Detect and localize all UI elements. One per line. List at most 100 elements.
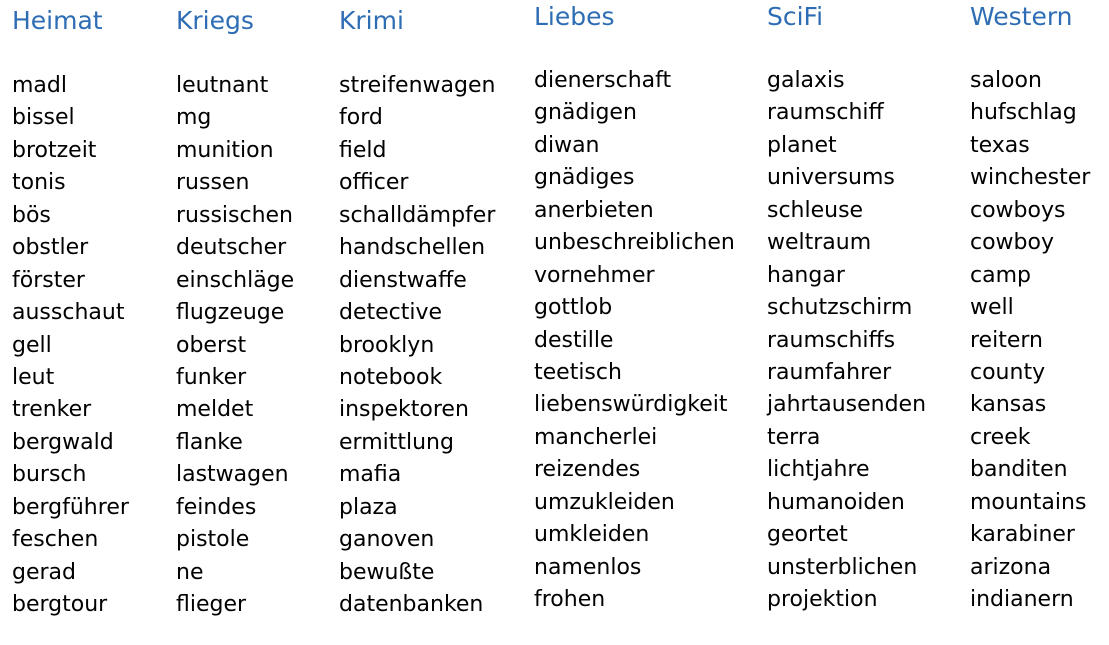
word-item: pistole: [176, 527, 250, 553]
word-item: meldet: [176, 397, 254, 423]
word-item: bewußte: [339, 559, 435, 585]
word-item: schalldämpfer: [339, 202, 496, 228]
word-item: universums: [767, 165, 895, 191]
word-item: frohen: [534, 587, 606, 612]
word-item: leut: [12, 364, 55, 390]
word-item: brooklyn: [339, 332, 435, 358]
word-item: bös: [12, 202, 51, 228]
word-item: gerad: [12, 559, 76, 585]
word-item: planet: [767, 132, 837, 158]
word-item: karabiner: [970, 522, 1075, 548]
word-item: kansas: [970, 392, 1047, 418]
word-item: madl: [12, 73, 67, 98]
word-item: umzukleiden: [534, 489, 675, 515]
word-item: bissel: [12, 105, 75, 131]
word-item: leutnant: [176, 73, 269, 98]
word-item: umkleiden: [534, 522, 650, 548]
word-item: raumfahrer: [767, 359, 892, 385]
word-item: ford: [339, 105, 383, 131]
word-item: mancherlei: [534, 424, 658, 450]
word-item: terra: [767, 424, 821, 450]
word-item: bergtour: [12, 592, 108, 617]
word-item: cowboys: [970, 197, 1066, 223]
word-item: förster: [12, 267, 85, 293]
word-item: anerbieten: [534, 197, 654, 223]
word-item: ne: [176, 559, 204, 585]
column-header: Western: [970, 2, 1073, 31]
word-list: galaxis raumschiff planet universums schleus…: [767, 65, 926, 616]
word-item: hufschlag: [970, 100, 1077, 126]
word-item: texas: [970, 132, 1030, 158]
word-item: ermittlung: [339, 429, 454, 455]
word-item: cowboy: [970, 230, 1054, 256]
word-item: jahrtausenden: [767, 392, 927, 418]
word-item: gnädigen: [534, 100, 637, 126]
word-item: feschen: [12, 527, 99, 553]
word-item: namenlos: [534, 554, 642, 580]
word-item: camp: [970, 262, 1031, 288]
word-item: liebenswürdigkeit: [534, 392, 728, 418]
word-item: county: [970, 359, 1046, 385]
word-item: datenbanken: [339, 592, 484, 617]
word-item: plaza: [339, 494, 398, 520]
word-item: inspektoren: [339, 397, 469, 423]
column-header: Kriegs: [176, 6, 254, 35]
word-item: destille: [534, 327, 614, 353]
word-item: diwan: [534, 132, 600, 158]
word-item: gell: [12, 332, 52, 358]
word-list: madl bissel brotzeit tonis bös obstler förster…: [12, 70, 129, 621]
word-item: mg: [176, 105, 212, 131]
word-item: notebook: [339, 364, 443, 390]
word-item: reizendes: [534, 457, 641, 483]
word-item: deutscher: [176, 235, 287, 261]
word-list: saloon hufschlag texas winchester cowboys cow…: [970, 65, 1090, 616]
word-item: handschellen: [339, 235, 486, 261]
word-item: indianern: [970, 587, 1074, 612]
word-item: detective: [339, 300, 443, 326]
word-item: winchester: [970, 165, 1091, 191]
word-item: weltraum: [767, 230, 872, 256]
word-item: brotzeit: [12, 137, 97, 163]
word-item: lichtjahre: [767, 457, 870, 483]
word-item: projektion: [767, 587, 878, 612]
column-header: Krimi: [339, 6, 404, 35]
word-item: creek: [970, 424, 1031, 450]
word-list: dienerschaft gnädigen diwan gnädiges anerbie…: [534, 65, 735, 616]
word-item: schutzschirm: [767, 295, 913, 321]
word-item: saloon: [970, 68, 1042, 93]
word-item: lastwagen: [176, 462, 289, 488]
word-list: leutnant mg munition russen russischen deutsc…: [176, 70, 294, 621]
word-item: humanoiden: [767, 489, 905, 515]
word-item: galaxis: [767, 68, 845, 93]
word-item: raumschiffs: [767, 327, 896, 353]
word-item: arizona: [970, 554, 1052, 580]
word-item: field: [339, 137, 387, 163]
word-item: bergführer: [12, 494, 129, 520]
word-item: russen: [176, 170, 250, 196]
word-item: flieger: [176, 592, 247, 617]
word-item: unbeschreiblichen: [534, 230, 735, 256]
column-header: SciFi: [767, 2, 824, 31]
word-item: schleuse: [767, 197, 864, 223]
word-item: tonis: [12, 170, 66, 196]
word-item: well: [970, 295, 1014, 321]
word-item: feindes: [176, 494, 257, 520]
word-item: geortet: [767, 522, 848, 548]
word-item: flugzeuge: [176, 300, 285, 326]
word-item: gnädiges: [534, 165, 635, 191]
word-item: ausschaut: [12, 300, 125, 326]
word-list: streifenwagen ford field officer schalldämpf…: [339, 70, 495, 621]
word-item: flanke: [176, 429, 243, 455]
word-item: dienstwaffe: [339, 267, 467, 293]
word-item: bursch: [12, 462, 87, 488]
word-item: unsterblichen: [767, 554, 918, 580]
word-item: mafia: [339, 462, 402, 488]
word-item: gottlob: [534, 295, 613, 321]
word-item: raumschiff: [767, 100, 884, 126]
word-item: dienerschaft: [534, 68, 672, 93]
word-item: officer: [339, 170, 409, 196]
word-item: russischen: [176, 202, 294, 228]
word-item: teetisch: [534, 359, 622, 385]
word-item: bergwald: [12, 429, 114, 455]
